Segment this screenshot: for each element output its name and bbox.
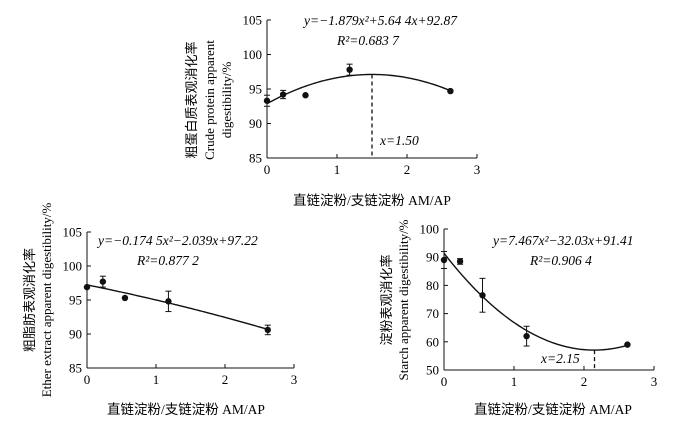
axis-ticks: 0 1 2 3 85 90 95 100 105 (63, 225, 298, 388)
x-axis-label: 直链淀粉/支链淀粉 AM/AP (474, 402, 632, 417)
y-tick-label: 85 (69, 361, 82, 376)
y-tick-label: 100 (243, 47, 263, 62)
x-axis-label: 直链淀粉/支链淀粉 AM/AP (107, 402, 265, 417)
x-tick-label: 1 (153, 372, 160, 387)
fit-curve (266, 73, 451, 158)
y-axis-label-cn: 粗脂肪表观消化率 (22, 248, 37, 352)
x-tick-label: 3 (651, 374, 658, 389)
fit-curve (86, 284, 268, 331)
panel-starch: 0 1 2 3 50 60 70 80 90 100 y=7.467x²−32.03x+91.41… (379, 219, 657, 417)
x-tick-label: 2 (404, 162, 411, 177)
data-points (440, 251, 631, 348)
y-tick-label: 70 (426, 306, 439, 321)
y-tick-label: 80 (426, 278, 439, 293)
axis-ticks: 0 1 2 3 50 60 70 80 90 100 (420, 222, 658, 390)
data-point (264, 326, 271, 334)
y-tick-label: 100 (63, 259, 83, 274)
x-tick-label: 2 (581, 374, 588, 389)
axes-frame (443, 229, 654, 371)
data-point (523, 332, 530, 340)
data-point (165, 298, 172, 305)
data-point (302, 92, 309, 99)
y-axis-label-cn: 粗蛋白质表观消化率 (184, 41, 199, 158)
fit-curve-line (86, 284, 268, 331)
y-tick-label: 60 (426, 334, 439, 349)
y-tick-label: 85 (249, 151, 262, 166)
x-tick-label: 3 (291, 372, 298, 387)
data-point (624, 341, 631, 348)
data-point (447, 87, 454, 95)
vertex-label: x=1.50 (379, 133, 419, 148)
fit-curve-line (443, 252, 628, 351)
r-squared: R²=0.877 2 (136, 253, 199, 268)
vertex-label: x=2.15 (540, 351, 580, 366)
y-tick-label: 105 (243, 13, 263, 28)
y-axis-label-en-1: Crude protein apparent (202, 40, 217, 160)
fit-curve (443, 252, 628, 370)
data-point (121, 294, 129, 302)
data-point (263, 97, 271, 104)
fit-equation: y=7.467x²−32.03x+91.41 (491, 233, 633, 248)
fit-curve-line (266, 73, 451, 105)
x-tick-label: 0 (84, 372, 91, 387)
y-tick-label: 100 (420, 222, 440, 237)
y-tick-label: 105 (63, 225, 83, 240)
y-axis-label-en-1: Ether extract apparent digestibility/% (39, 203, 54, 398)
data-point (440, 256, 448, 264)
y-tick-label: 90 (426, 250, 439, 265)
data-points (263, 63, 454, 107)
r-squared: R²=0.683 7 (336, 33, 400, 48)
panel-ether-extract: 0 1 2 3 85 90 95 100 105 y=−0.174 5x²−2.039x+97.… (22, 203, 297, 417)
data-point (346, 66, 353, 73)
y-tick-label: 90 (249, 116, 262, 131)
axis-ticks: 0 1 2 3 85 90 95 100 105 (243, 13, 481, 178)
y-tick-label: 50 (426, 363, 439, 378)
y-tick-label: 95 (69, 293, 82, 308)
data-point (479, 292, 486, 299)
y-tick-label: 90 (69, 327, 82, 342)
panel-crude-protein: 0 1 2 3 85 90 95 100 105 y=−1.879x²+5.64 4x+92.8… (184, 13, 480, 209)
fit-equation: y=−1.879x²+5.64 4x+92.87 (302, 13, 458, 28)
y-tick-label: 95 (249, 82, 262, 97)
x-tick-label: 1 (511, 374, 518, 389)
fit-equation: y=−0.174 5x²−2.039x+97.22 (96, 233, 258, 248)
x-tick-label: 1 (334, 162, 341, 177)
r-squared: R²=0.906 4 (529, 253, 592, 268)
data-point (83, 283, 91, 291)
x-tick-label: 0 (441, 374, 448, 389)
data-points (83, 275, 271, 336)
data-point (279, 91, 287, 98)
data-point (99, 278, 107, 285)
y-axis-label-cn: 淀粉表观消化率 (379, 254, 394, 345)
x-axis-label: 直链淀粉/支链淀粉 AM/AP (293, 193, 451, 208)
data-point (456, 258, 464, 265)
x-tick-label: 2 (222, 372, 229, 387)
x-tick-label: 3 (474, 162, 481, 177)
y-axis-label-en-1: Starch apparent digestibility/% (396, 219, 411, 380)
y-axis-label-en-2: digestibility/% (219, 62, 234, 139)
x-tick-label: 0 (264, 162, 271, 177)
